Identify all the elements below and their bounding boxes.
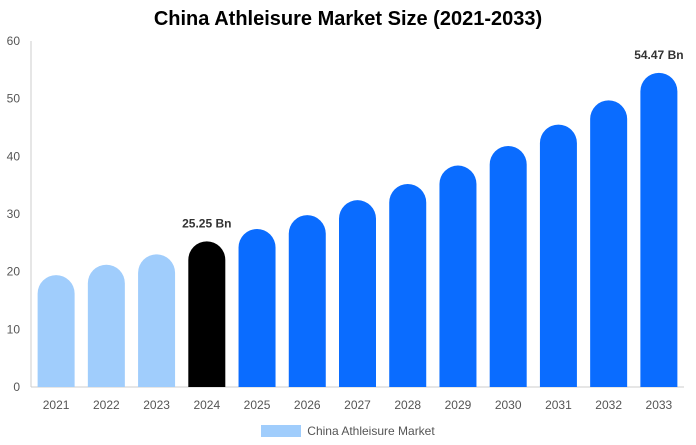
- bar-2022: [87, 264, 125, 387]
- data-labels: 25.25 Bn 54.47 Bn: [182, 48, 683, 231]
- x-tick-label: 2023: [143, 398, 170, 412]
- data-label-2024: 25.25 Bn: [182, 216, 231, 230]
- x-tick-label: 2022: [93, 398, 120, 412]
- y-axis: 0 10 20 30 40 50 60: [7, 34, 32, 394]
- x-tick-label: 2024: [193, 398, 220, 412]
- legend-swatch: [261, 425, 302, 437]
- x-tick-label: 2031: [545, 398, 572, 412]
- y-tick-label: 10: [7, 322, 21, 336]
- x-tick-label: 2021: [43, 398, 70, 412]
- bar-2024: [188, 241, 226, 387]
- x-axis: 2021 2022 2023 2024 2025 2026 2027 2028 2029 2030…: [31, 386, 684, 412]
- y-tick-label: 30: [7, 207, 21, 221]
- x-tick-label: 2032: [595, 398, 622, 412]
- bar-2023: [138, 254, 176, 387]
- bar-2026: [288, 215, 326, 387]
- bar-2033: [640, 72, 678, 388]
- chart-title: China Athleisure Market Size (2021-2033): [153, 8, 543, 30]
- x-tick-label: 2026: [294, 398, 321, 412]
- x-tick-label: 2025: [244, 398, 271, 412]
- bar-2025: [238, 229, 276, 387]
- bar-2031: [539, 124, 577, 387]
- x-tick-label: 2027: [344, 398, 371, 412]
- y-tick-label: 0: [13, 380, 20, 394]
- y-tick-label: 60: [7, 34, 21, 48]
- y-tick-label: 40: [7, 149, 21, 163]
- y-tick-label: 50: [7, 92, 21, 106]
- legend-label: China Athleisure Market: [307, 424, 435, 438]
- x-tick-label: 2030: [495, 398, 522, 412]
- bar-2028: [389, 184, 427, 387]
- bar-2030: [489, 145, 527, 387]
- x-tick-label: 2028: [394, 398, 421, 412]
- bar-2027: [339, 200, 376, 387]
- bar-2029: [439, 165, 477, 387]
- bar-2021: [37, 275, 75, 387]
- y-tick-label: 20: [7, 265, 21, 279]
- data-label-2033: 54.47 Bn: [634, 48, 683, 62]
- bars: [37, 72, 678, 388]
- bar-2032: [590, 100, 628, 387]
- x-tick-label: 2033: [646, 398, 673, 412]
- x-tick-label: 2029: [445, 398, 472, 412]
- legend: China Athleisure Market: [0, 424, 696, 438]
